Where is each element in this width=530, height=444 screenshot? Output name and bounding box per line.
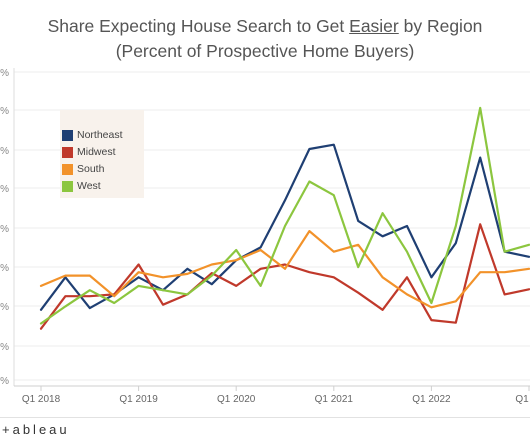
tableau-footer: +ableau xyxy=(0,417,530,444)
y-tick-label: % xyxy=(0,376,9,387)
legend-swatch-northeast xyxy=(62,129,73,141)
y-tick-label: % xyxy=(0,106,9,117)
series-line-midwest xyxy=(39,223,530,330)
y-tick-label: % xyxy=(0,342,9,353)
legend-item-south[interactable]: South xyxy=(62,162,104,176)
y-tick-label: % xyxy=(0,224,9,235)
chart-title: Share Expecting House Search to Get Easi… xyxy=(0,14,530,64)
series-line-west xyxy=(39,106,530,325)
y-tick-label: % xyxy=(0,146,9,157)
x-tick-label: Q1 2018 xyxy=(22,394,61,405)
y-tick-label: % xyxy=(0,68,9,79)
legend-swatch-west xyxy=(62,180,73,192)
x-tick-label: Q1 2022 xyxy=(412,394,451,405)
chart-legend: Northeast Midwest South West xyxy=(60,110,144,198)
legend-item-west[interactable]: West xyxy=(62,179,101,193)
y-tick-label: % xyxy=(0,184,9,195)
x-tick-label: Q1 20 xyxy=(515,394,530,405)
x-tick-label: Q1 2019 xyxy=(119,394,158,405)
legend-item-midwest[interactable]: Midwest xyxy=(62,145,116,159)
title-line: Share Expecting House Search to Get Easi… xyxy=(0,14,530,39)
x-tick-label: Q1 2020 xyxy=(217,394,256,405)
legend-label-northeast: Northeast xyxy=(77,129,123,141)
x-tick-label: Q1 2021 xyxy=(315,394,354,405)
chart-subtitle: (Percent of Prospective Home Buyers) xyxy=(115,41,415,61)
legend-item-northeast[interactable]: Northeast xyxy=(62,128,123,142)
title-emphasis: Easier xyxy=(349,16,399,36)
tableau-logo[interactable]: +ableau xyxy=(2,422,70,437)
title-text-start: Share Expecting House Search to Get xyxy=(47,16,350,36)
y-tick-label: % xyxy=(0,302,9,313)
title-text-end: by Region xyxy=(398,16,483,36)
y-tick-label: % xyxy=(0,263,9,274)
legend-label-south: South xyxy=(77,163,105,175)
legend-swatch-midwest xyxy=(62,146,73,158)
legend-swatch-south xyxy=(62,163,73,175)
series-line-south xyxy=(39,230,530,309)
legend-label-west: West xyxy=(77,180,101,192)
legend-label-midwest: Midwest xyxy=(77,146,116,158)
